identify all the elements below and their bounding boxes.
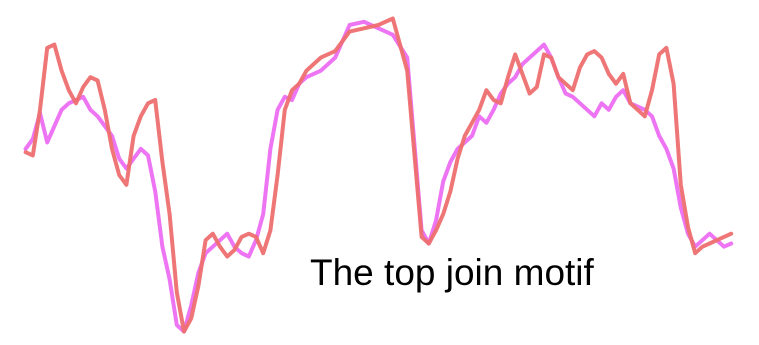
series-red-line — [23, 16, 734, 334]
caption-label: The top join motif — [310, 252, 594, 293]
series-magenta-line — [23, 19, 734, 334]
trace-layer — [23, 16, 734, 334]
